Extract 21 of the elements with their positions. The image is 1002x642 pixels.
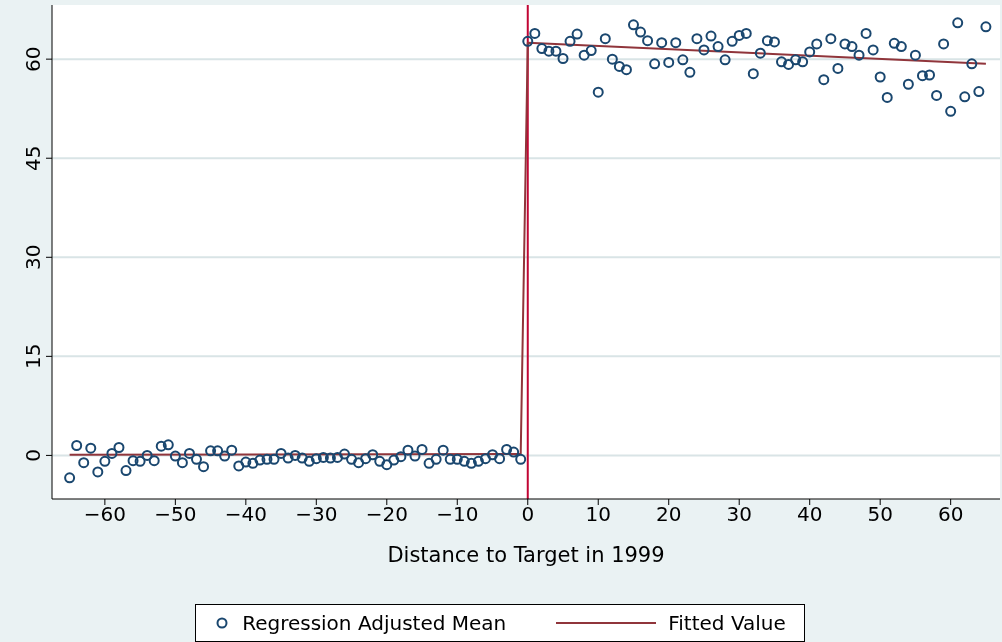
- legend-label: Fitted Value: [668, 611, 786, 635]
- x-tick-label: 20: [656, 502, 682, 527]
- legend-label: Regression Adjusted Mean: [242, 611, 507, 635]
- x-tick-label: −10: [436, 502, 479, 527]
- y-tick-label: 30: [21, 244, 45, 271]
- x-tick-label: −50: [154, 502, 197, 527]
- x-tick-label: −30: [295, 502, 338, 527]
- x-tick-label: 10: [585, 502, 611, 527]
- x-tick-label: 50: [867, 502, 893, 527]
- y-tick-label: 15: [21, 343, 45, 370]
- x-axis-title: Distance to Target in 1999: [387, 543, 665, 567]
- y-tick-label: 0: [21, 449, 45, 462]
- x-tick-label: 40: [796, 502, 823, 527]
- x-tick-label: −40: [224, 502, 267, 527]
- x-tick-label: 60: [937, 502, 964, 527]
- x-tick-label: 0: [521, 502, 535, 527]
- y-tick-label: 45: [21, 145, 45, 171]
- x-tick-label: −20: [365, 502, 408, 527]
- x-tick-label: −60: [83, 502, 126, 527]
- y-tick-label: 60: [21, 46, 45, 72]
- x-tick-label: 30: [726, 502, 752, 527]
